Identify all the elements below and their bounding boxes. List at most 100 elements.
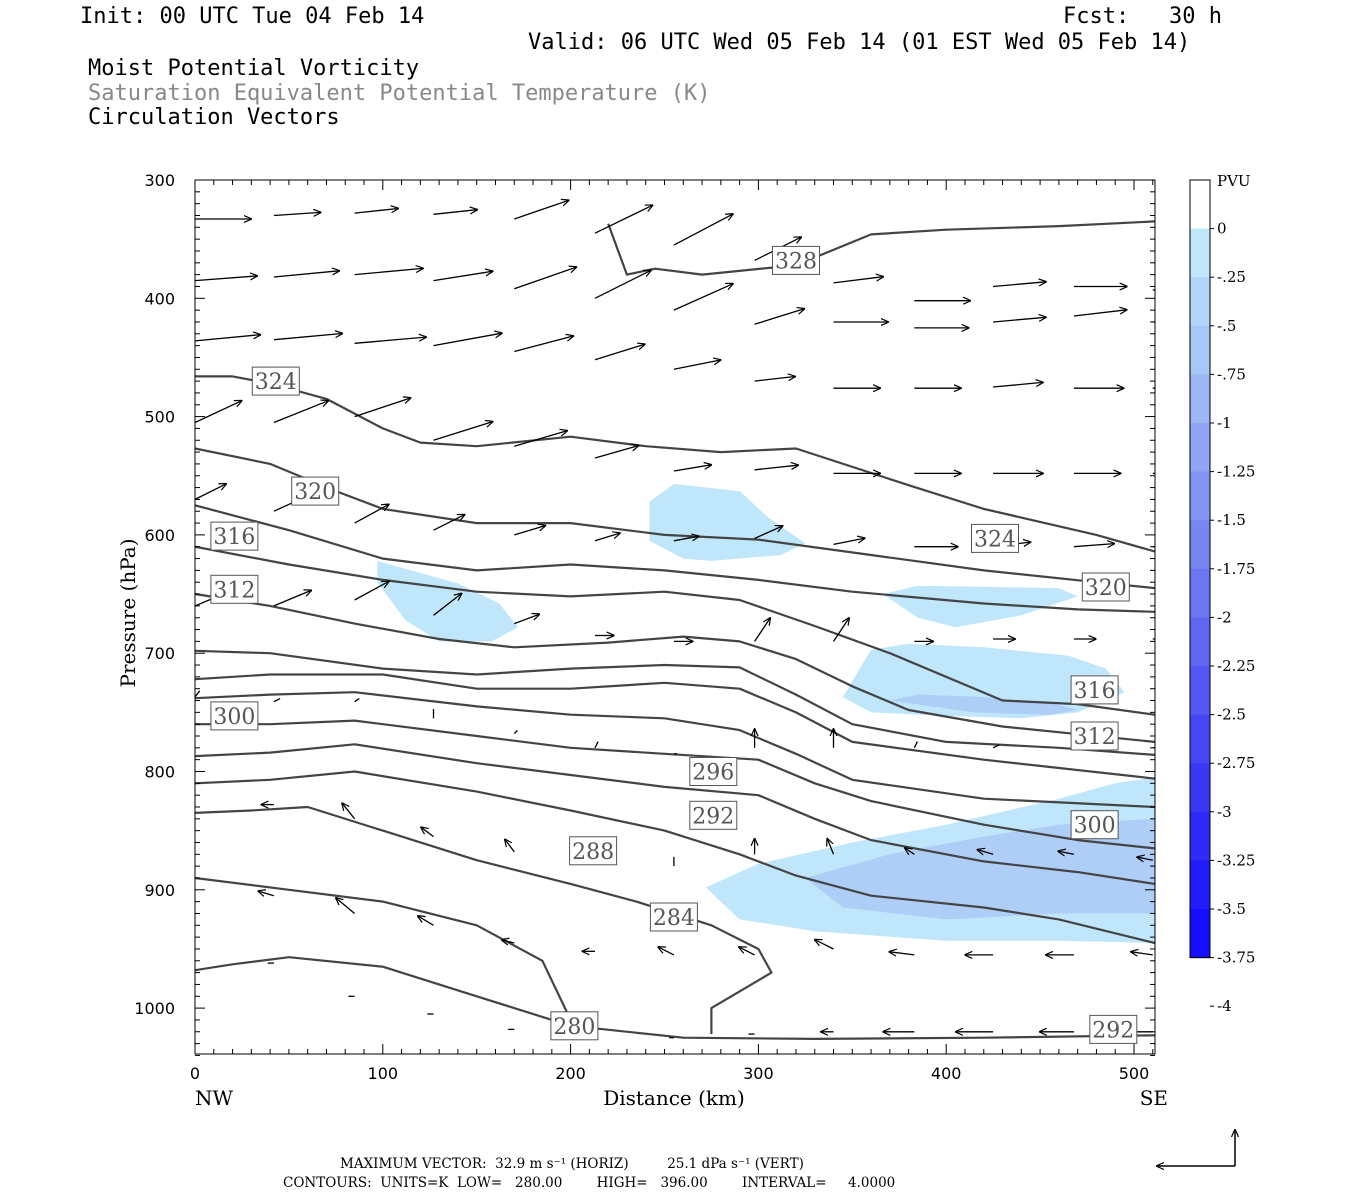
theta-contour-320: [195, 545, 1155, 716]
circulation-vector: [832, 618, 850, 642]
circulation-vector: [754, 465, 798, 471]
contour-label-box: [569, 836, 618, 866]
y-tick-label: 400: [144, 289, 175, 308]
colorbar-label: -1.25: [1217, 463, 1255, 481]
colorbar-label: -.5: [1217, 317, 1236, 335]
circulation-vector: [433, 594, 462, 616]
plot-frame: [194, 179, 1156, 1055]
colorbar-label: 0: [1217, 220, 1227, 238]
colorbar-label: -2.25: [1217, 657, 1255, 675]
circulation-vector: [754, 377, 795, 382]
contour-label-box: [210, 521, 259, 551]
contour-info-note: CONTOURS: UNITS=K LOW= 280.00 HIGH= 396.…: [283, 1175, 896, 1191]
pv-shaded-region: [805, 818, 1155, 920]
field-title-theta: Saturation Equivalent Potential Temperat…: [88, 81, 711, 106]
contour-label: 320: [1081, 572, 1130, 602]
y-tick-label: 600: [144, 526, 175, 545]
contour-label-text: 292: [1092, 1018, 1134, 1043]
contour-label-box: [1089, 1014, 1138, 1044]
contour-label-text: 288: [572, 840, 614, 865]
colorbar-swatch: [1190, 471, 1210, 521]
circulation-vector: [594, 741, 599, 749]
contour-label: 292: [1089, 1014, 1138, 1044]
contour-label-text: 324: [974, 527, 1016, 552]
contour-label-text: 316: [213, 525, 255, 550]
contour-label: 324: [251, 366, 300, 396]
theta-contour-316: [195, 592, 1155, 743]
contour-label: 312: [1070, 721, 1119, 751]
circulation-vector: [421, 827, 434, 838]
field-title-pv: Moist Potential Vorticity: [88, 56, 420, 81]
theta-contour-280: [195, 956, 1155, 1040]
plot-area: 280 284 288 292 296 300 312 316 320 324 328 324 320 3…: [195, 200, 1155, 1044]
circulation-vector: [673, 284, 733, 311]
circulation-vector: [992, 744, 1000, 749]
circulation-vector: [418, 916, 434, 926]
circulation-vector: [827, 839, 835, 855]
theta-contour-288: [195, 805, 773, 1035]
contour-label: 280: [550, 1011, 599, 1041]
colorbar-label: -4: [1217, 997, 1232, 1015]
circulation-vector: [978, 850, 994, 855]
colorbar-label: -2.75: [1217, 754, 1255, 772]
contour-label-box: [689, 757, 738, 786]
contour-label: 300: [210, 701, 259, 731]
contour-label: 296: [689, 757, 738, 786]
colorbar-label: -.25: [1217, 268, 1246, 286]
colorbar-label: -1: [1217, 414, 1232, 432]
pv-shaded-region: [882, 585, 1078, 628]
theta-contour-304: [195, 691, 1155, 809]
x-tick-label: 200: [555, 1064, 586, 1083]
contour-label-box: [1070, 721, 1119, 751]
reference-vector-icon: [1157, 1130, 1235, 1166]
x-tick-label: 100: [368, 1064, 399, 1083]
circulation-vector: [273, 334, 342, 341]
x-axis-title: Distance (km): [603, 1086, 745, 1110]
contour-label-text: 292: [692, 804, 734, 829]
x-endpoint-nw: NW: [195, 1086, 234, 1110]
theta-contour-300: [195, 719, 1155, 850]
contour-label: 316: [210, 521, 259, 551]
contour-label-text: 280: [553, 1015, 595, 1040]
circulation-vector: [1073, 544, 1114, 547]
circulation-vector: [433, 271, 493, 282]
colorbar-label: -3.75: [1217, 949, 1255, 967]
contour-label-text: 328: [775, 249, 817, 274]
contour-label: 288: [569, 836, 618, 866]
colorbar-swatch: [1190, 860, 1210, 910]
contour-label-text: 296: [692, 761, 734, 786]
contour-label: 284: [649, 902, 698, 932]
circulation-vector: [273, 401, 328, 424]
colorbar-swatch: [1190, 763, 1210, 813]
colorbar-label: -1.75: [1217, 560, 1255, 578]
circulation-vector: [505, 840, 515, 853]
circulation-vector: [195, 807, 196, 808]
circulation-vector: [354, 698, 360, 703]
colorbar-swatch: [1190, 374, 1210, 424]
circulation-vector: [754, 618, 771, 642]
x-tick-label: 0: [190, 1064, 200, 1083]
contour-label: 324: [971, 523, 1019, 553]
colorbar-label: -3: [1217, 803, 1232, 821]
circulation-vector: [754, 526, 783, 539]
pv-shaded-region: [377, 560, 518, 642]
colorbar-swatch: [1190, 909, 1210, 959]
contour-label-text: 320: [294, 480, 336, 505]
contour-label: 316: [1070, 675, 1119, 705]
colorbar-swatch: [1190, 811, 1210, 861]
colorbar-swatch: [1190, 568, 1210, 618]
pv-shaded-region: [649, 484, 806, 561]
contour-label-box: [291, 476, 340, 506]
circulation-vector: [594, 344, 645, 361]
circulation-vector: [336, 898, 356, 914]
theta-contour-296: [195, 743, 1155, 885]
contour-label-box: [1070, 675, 1119, 705]
circulation-vector: [354, 398, 411, 418]
circulation-vector: [273, 271, 339, 278]
circulation-vector: [354, 337, 426, 344]
colorbar-label: -2: [1217, 608, 1232, 626]
contour-label: 292: [689, 800, 738, 830]
circulation-vector: [754, 309, 805, 325]
circulation-vector: [195, 401, 242, 424]
theta-contour-284: [195, 876, 572, 1021]
